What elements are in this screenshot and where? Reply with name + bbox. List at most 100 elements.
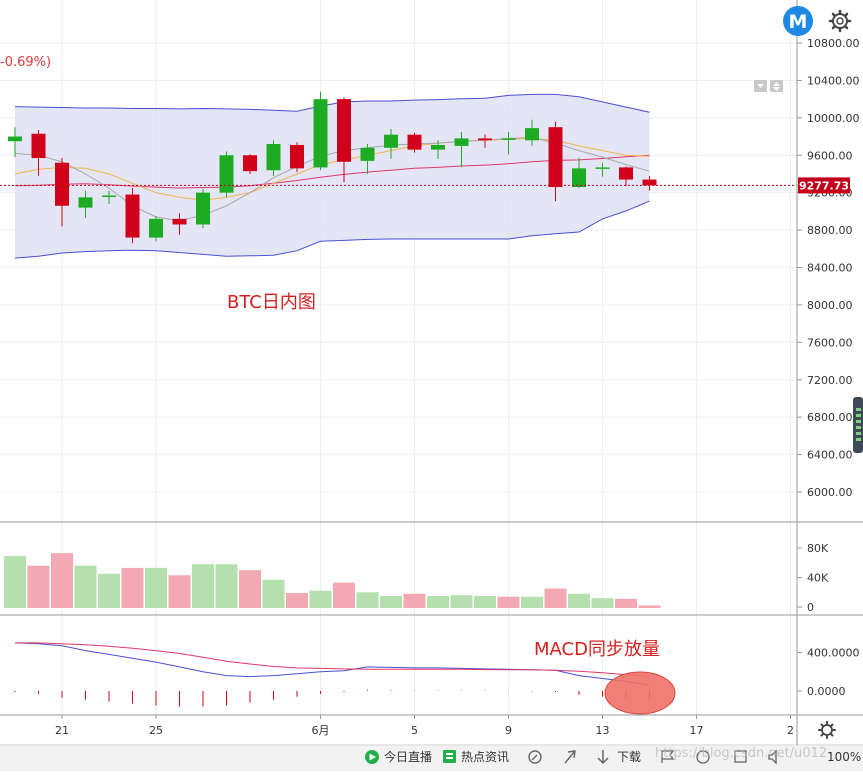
price-change-text: -0.69%) [0,55,51,70]
side-panel-handle[interactable] [853,397,863,453]
volume-bar [380,595,402,608]
last-price-tag: 9277.73 [798,177,850,194]
candle[interactable] [431,140,445,159]
footer-news-button[interactable]: 热点资讯 [443,750,509,764]
volume-tick-label: 0 [807,601,814,614]
footer-live-button[interactable]: 今日直播 [365,749,432,764]
time-tick-label: 13 [596,724,610,737]
footer-compass-button[interactable] [528,750,542,764]
volume-bar [333,582,355,608]
candle[interactable] [501,131,516,155]
candle[interactable] [219,151,234,198]
candle[interactable] [525,119,539,146]
candle[interactable] [407,132,422,153]
volume-bar [591,598,614,608]
candle[interactable] [360,144,375,174]
price-tick-label: 6400.00 [807,449,853,462]
volume-bar [450,595,473,608]
volume-bar [4,556,26,608]
svg-text:下载: 下载 [617,750,641,764]
volume-bar [121,567,144,608]
candle[interactable] [243,154,257,174]
window-icon [734,750,747,763]
price-tick-label: 7200.00 [807,374,853,387]
footer-download-button[interactable]: 下载 [597,750,641,765]
volume-bar [192,564,214,608]
volume-bar [51,553,73,608]
candle[interactable] [125,187,140,244]
annotation-macd: MACD同步放量 [534,639,660,660]
candle[interactable] [454,131,469,168]
candle[interactable] [290,142,304,173]
volume-bar [403,593,426,608]
macd-tick-label: 400.0000 [807,647,860,660]
volume-bar [427,595,449,608]
logo-button[interactable]: M [783,6,813,36]
volume-bar [286,592,308,608]
volume-bar [215,564,238,608]
candle[interactable] [149,216,163,242]
volume-bar [74,565,97,608]
volume-bar [638,605,661,608]
footer-window-button[interactable] [734,750,747,763]
price-tick-label: 8800.00 [807,224,853,237]
volume-bar [239,570,261,608]
time-tick-label: 6月 [312,724,330,737]
chevron-updown-icon [773,82,780,91]
candle[interactable] [8,127,22,158]
logo-icon: M [789,11,808,33]
candle[interactable] [55,158,69,227]
candle[interactable] [266,140,281,176]
candle[interactable] [595,162,610,177]
zoom-level[interactable]: 100% [827,750,861,764]
candle[interactable] [172,213,187,235]
news-icon [443,750,456,763]
volume-bar [544,588,567,608]
price-tick-label: 8400.00 [807,262,853,275]
candle[interactable] [313,91,328,171]
volume-tick-label: 80K [807,542,829,555]
footer-flag-button[interactable] [661,750,675,763]
candle[interactable] [78,190,93,218]
svg-text:9277.73: 9277.73 [799,179,849,192]
candle[interactable] [384,129,398,159]
candle[interactable] [619,166,633,187]
candle[interactable] [31,129,46,176]
volume-bar [145,567,167,608]
price-tick-label: 10400.00 [807,74,860,87]
volume-tick-label: 40K [807,572,829,585]
price-tick-label: 6000.00 [807,486,853,499]
time-tick-label: 21 [55,724,69,737]
price-tick-label: 10800.00 [807,37,860,50]
speaker-icon [768,749,777,765]
watermark: https://blog.csdn.net/u012 [655,746,827,761]
footer-sound-button[interactable] [768,749,777,765]
candle[interactable] [196,188,210,229]
candle[interactable] [548,121,563,202]
volume-bar [568,593,590,608]
macd-highlight-circle [604,671,676,715]
price-tick-label: 6800.00 [807,411,853,424]
collapse-buttons[interactable] [754,80,783,92]
settings-button[interactable] [828,9,852,33]
volume-bar [615,598,637,608]
footer-rocket-button[interactable] [564,750,576,764]
time-tick-label: 2 [787,724,794,737]
chevron-down-icon [757,84,764,88]
compass-icon [528,750,542,764]
footer-history-button[interactable] [696,750,710,764]
volume-bar [98,573,120,608]
time-tick-label: 17 [690,724,704,737]
time-tick-label: 25 [149,724,163,737]
candle[interactable] [642,175,657,191]
axis-settings-button[interactable] [818,721,836,739]
candle[interactable] [102,190,116,204]
svg-text:今日直播: 今日直播 [384,749,432,764]
volume-bar [262,579,285,608]
candle[interactable] [478,134,492,148]
candle[interactable] [572,158,586,188]
history-icon [696,750,710,764]
candle[interactable] [337,97,351,183]
rocket-icon [564,750,576,764]
